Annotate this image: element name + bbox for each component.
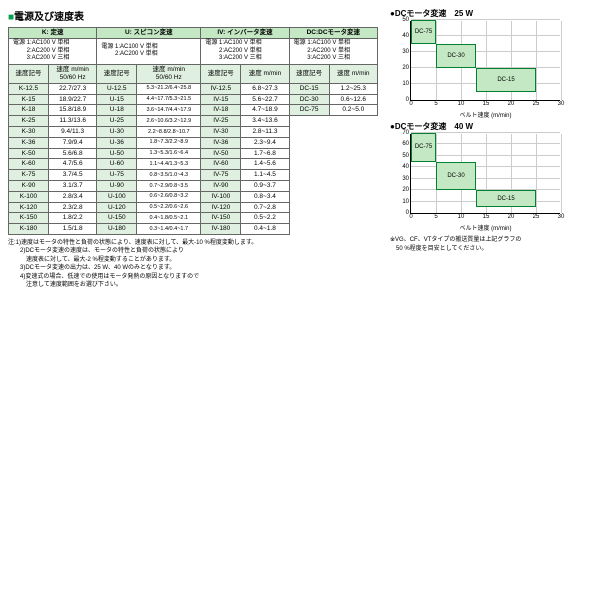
- chart-25w: ベルト速度 (m/min) 05101520253001020304050DC-…: [410, 21, 560, 101]
- notes: 注:1)速度はモータの特性と負荷の状態により、速度表に対して、最大-10 %程度…: [8, 239, 378, 289]
- group-head-dc: DC:DCモータ変速: [289, 28, 377, 39]
- speed-table: K: 定速 U: スピコン変速 IV: インバータ変速 DC:DCモータ変速 電…: [8, 27, 378, 235]
- group-head-iv: IV: インバータ変速: [201, 28, 289, 39]
- ps-dc: 電源 1:AC100 V 単相 2:AC200 V 単相 3:AC200 V 三…: [289, 38, 377, 64]
- main-title: ■電源及び速度表: [8, 8, 378, 23]
- chart-40w: ベルト速度 (m/min) 05101520253001020304050607…: [410, 134, 560, 214]
- ps-iv: 電源 1:AC100 V 単相 2:AC200 V 単相 3:AC200 V 三…: [201, 38, 289, 64]
- chart2-title: ●DCモータ変速 40 W: [390, 121, 592, 132]
- ps-k: 電源 1:AC100 V 単相 2:AC200 V 単相 3:AC200 V 三…: [9, 38, 97, 64]
- group-head-k: K: 定速: [9, 28, 97, 39]
- ps-u: 電源 1:AC100 V 単相 2:AC200 V 単相: [97, 38, 201, 64]
- sub-note: ※VG、CF、VTタイプの搬送質量は上記グラフの 50 %程度を目安としてくださ…: [390, 234, 592, 252]
- chart1-title: ●DCモータ変速 25 W: [390, 8, 592, 19]
- group-head-u: U: スピコン変速: [97, 28, 201, 39]
